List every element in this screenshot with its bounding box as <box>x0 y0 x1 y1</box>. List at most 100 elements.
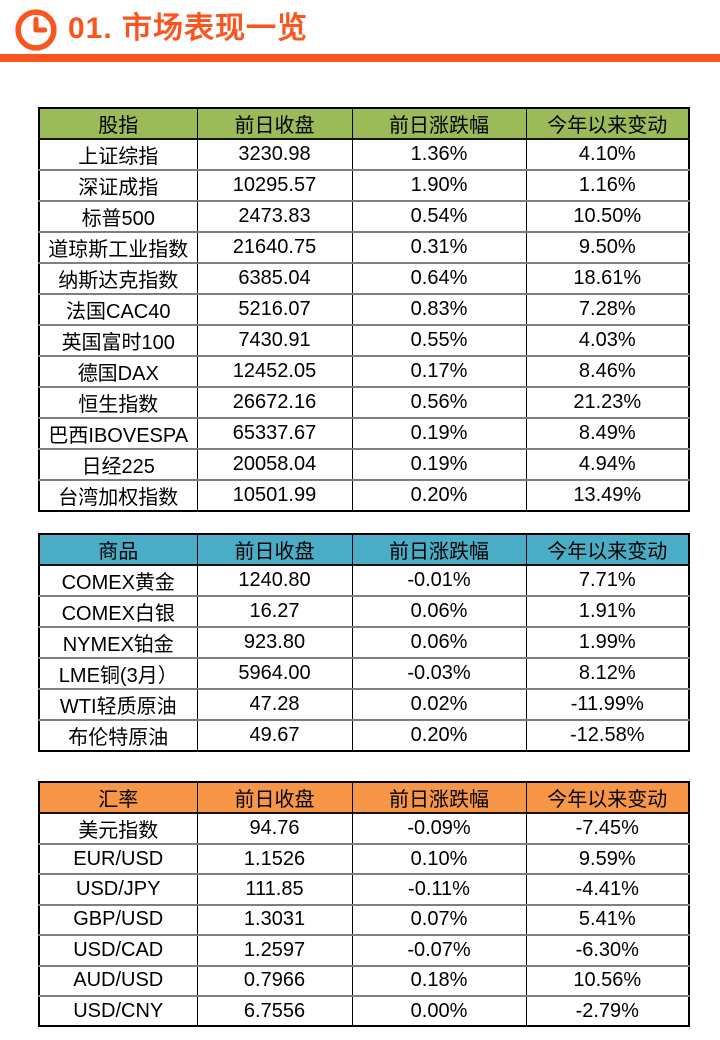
value-cell: 16.27 <box>196 595 353 628</box>
value-cell: 12452.05 <box>196 355 353 388</box>
value-cell: 1.90% <box>351 169 527 202</box>
clock-icon <box>14 8 58 52</box>
value-cell: 0.10% <box>351 842 527 876</box>
value-cell: 8.12% <box>525 657 690 690</box>
row-label-cell: 美元指数 <box>38 812 198 845</box>
value-cell: 4.10% <box>525 138 690 171</box>
header-cell-prev-close: 前日收盘 <box>196 107 353 140</box>
table-row: 布伦特原油 49.67 0.20% -12.58% <box>38 719 690 752</box>
header-cell-prev-close: 前日收盘 <box>196 781 353 814</box>
table-row: 法国CAC40 5216.07 0.83% 7.28% <box>38 293 690 326</box>
title-underline <box>0 54 720 62</box>
table-row: 日经225 20058.04 0.19% 4.94% <box>38 448 690 481</box>
value-cell: 923.80 <box>196 626 353 659</box>
table-row: USD/JPY 111.85 -0.11% -4.41% <box>38 873 690 906</box>
value-cell: 1240.80 <box>196 564 353 597</box>
value-cell: 0.17% <box>351 355 527 388</box>
value-cell: 0.20% <box>351 479 527 512</box>
value-cell: 0.56% <box>351 386 527 419</box>
table-row: LME铜(3月） 5964.00 -0.03% 8.12% <box>38 657 690 690</box>
value-cell: 9.59% <box>525 842 690 876</box>
market-table-exchange-rates: 汇率 前日收盘 前日涨跌幅 今年以来变动 美元指数 94.76 -0.09% -7.4… <box>38 781 690 1028</box>
header-cell-category: 商品 <box>38 533 198 566</box>
value-cell: 7430.91 <box>196 324 353 357</box>
table-header-row: 商品 前日收盘 前日涨跌幅 今年以来变动 <box>38 533 690 566</box>
row-label-cell: 巴西IBOVESPA <box>38 417 198 450</box>
value-cell: 1.3031 <box>196 903 353 937</box>
table-row: 台湾加权指数 10501.99 0.20% 13.49% <box>38 479 690 512</box>
table-row: 纳斯达克指数 6385.04 0.64% 18.61% <box>38 262 690 295</box>
value-cell: -12.58% <box>525 719 690 752</box>
row-label-cell: 英国富时100 <box>38 324 198 357</box>
row-label-cell: USD/CNY <box>38 994 198 1028</box>
table-header-row: 股指 前日收盘 前日涨跌幅 今年以来变动 <box>38 107 690 140</box>
value-cell: 0.18% <box>351 964 527 997</box>
value-cell: 3230.98 <box>196 138 353 171</box>
row-label-cell: 深证成指 <box>38 169 198 202</box>
row-label-cell: 纳斯达克指数 <box>38 262 198 295</box>
value-cell: 10501.99 <box>196 479 353 512</box>
value-cell: 9.50% <box>525 231 690 264</box>
header-cell-prev-change: 前日涨跌幅 <box>351 107 527 140</box>
market-table-commodities: 商品 前日收盘 前日涨跌幅 今年以来变动 COMEX黄金 1240.80 -0.01… <box>38 533 690 752</box>
table-row: USD/CNY 6.7556 0.00% -2.79% <box>38 994 690 1028</box>
value-cell: 1.99% <box>525 626 690 659</box>
table-row: 标普500 2473.83 0.54% 10.50% <box>38 200 690 233</box>
header-cell-ytd-change: 今年以来变动 <box>525 533 690 566</box>
value-cell: 21640.75 <box>196 231 353 264</box>
table-row: USD/CAD 1.2597 -0.07% -6.30% <box>38 934 690 967</box>
table-row: GBP/USD 1.3031 0.07% 5.41% <box>38 903 690 937</box>
value-cell: 21.23% <box>525 386 690 419</box>
value-cell: -0.07% <box>351 934 527 967</box>
table-row: COMEX白银 16.27 0.06% 1.91% <box>38 595 690 628</box>
value-cell: 111.85 <box>196 873 353 906</box>
value-cell: 6.7556 <box>196 994 353 1028</box>
value-cell: 0.06% <box>351 595 527 628</box>
value-cell: 7.28% <box>525 293 690 326</box>
value-cell: 6385.04 <box>196 262 353 295</box>
value-cell: 0.83% <box>351 293 527 326</box>
header-cell-category: 股指 <box>38 107 198 140</box>
value-cell: 10.50% <box>525 200 690 233</box>
table-row: NYMEX铂金 923.80 0.06% 1.99% <box>38 626 690 659</box>
value-cell: 1.36% <box>351 138 527 171</box>
value-cell: 0.54% <box>351 200 527 233</box>
value-cell: -11.99% <box>525 688 690 721</box>
value-cell: 8.46% <box>525 355 690 388</box>
value-cell: 0.19% <box>351 417 527 450</box>
value-cell: 0.06% <box>351 626 527 659</box>
value-cell: 0.55% <box>351 324 527 357</box>
table-row: COMEX黄金 1240.80 -0.01% 7.71% <box>38 564 690 597</box>
page-header: 01. 市场表现一览 <box>0 0 720 62</box>
row-label-cell: 德国DAX <box>38 355 198 388</box>
row-label-cell: GBP/USD <box>38 903 198 937</box>
value-cell: 0.31% <box>351 231 527 264</box>
table-header-row: 汇率 前日收盘 前日涨跌幅 今年以来变动 <box>38 781 690 814</box>
row-label-cell: 日经225 <box>38 448 198 481</box>
header-cell-ytd-change: 今年以来变动 <box>525 107 690 140</box>
header-cell-prev-close: 前日收盘 <box>196 533 353 566</box>
row-label-cell: 台湾加权指数 <box>38 479 198 512</box>
table-row: WTI轻质原油 47.28 0.02% -11.99% <box>38 688 690 721</box>
value-cell: 1.1526 <box>196 842 353 876</box>
table-row: 巴西IBOVESPA 65337.67 0.19% 8.49% <box>38 417 690 450</box>
value-cell: -7.45% <box>525 812 690 845</box>
value-cell: 26672.16 <box>196 386 353 419</box>
value-cell: 1.2597 <box>196 934 353 967</box>
table-row: 上证综指 3230.98 1.36% 4.10% <box>38 138 690 171</box>
row-label-cell: USD/CAD <box>38 934 198 967</box>
table-row: 道琼斯工业指数 21640.75 0.31% 9.50% <box>38 231 690 264</box>
table-row: 美元指数 94.76 -0.09% -7.45% <box>38 812 690 845</box>
row-label-cell: 道琼斯工业指数 <box>38 231 198 264</box>
row-label-cell: AUD/USD <box>38 964 198 997</box>
market-table-stock-indices: 股指 前日收盘 前日涨跌幅 今年以来变动 上证综指 3230.98 1.36% 4.1… <box>38 107 690 512</box>
value-cell: 0.64% <box>351 262 527 295</box>
row-label-cell: 恒生指数 <box>38 386 198 419</box>
value-cell: -0.09% <box>351 812 527 845</box>
value-cell: -0.11% <box>351 873 527 906</box>
value-cell: 10295.57 <box>196 169 353 202</box>
value-cell: -2.79% <box>525 994 690 1028</box>
value-cell: 4.03% <box>525 324 690 357</box>
value-cell: -4.41% <box>525 873 690 906</box>
page-title: 01. 市场表现一览 <box>68 12 309 45</box>
